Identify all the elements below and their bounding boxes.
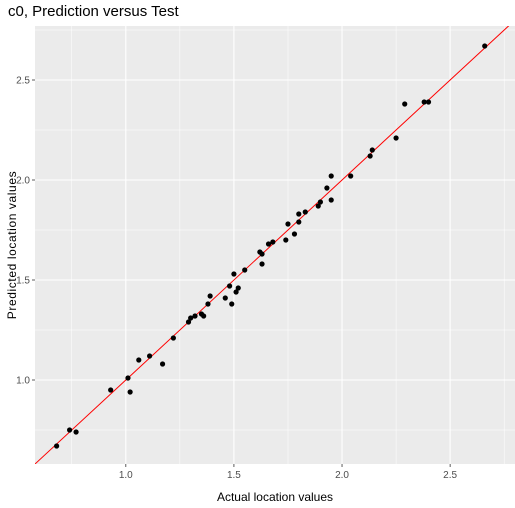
data-point	[226, 283, 233, 289]
data-point	[482, 43, 488, 49]
x-tick-label: 2.0	[335, 470, 349, 481]
data-point	[192, 313, 198, 319]
data-point	[270, 239, 276, 245]
data-point	[328, 173, 334, 179]
data-point	[265, 241, 272, 247]
data-point	[73, 429, 79, 435]
data-point	[205, 301, 211, 307]
data-point	[402, 101, 408, 107]
data-point	[259, 261, 265, 267]
plot-panel	[35, 26, 515, 464]
data-point	[317, 199, 324, 205]
data-point	[235, 285, 241, 291]
grid-lines	[35, 26, 515, 464]
y-axis-title: Predicted location values	[5, 171, 19, 319]
data-point	[136, 357, 142, 363]
data-point	[207, 293, 213, 299]
data-point	[369, 147, 375, 153]
data-point	[222, 295, 228, 301]
data-point	[201, 313, 207, 319]
x-axis-ticks: 1.0 1.5 2.0 2.5	[119, 464, 458, 481]
data-point	[125, 375, 131, 381]
data-point	[127, 389, 133, 395]
data-point	[170, 335, 176, 341]
data-point	[231, 271, 237, 277]
x-tick-label: 1.0	[119, 470, 133, 481]
data-point	[393, 135, 399, 141]
data-point	[324, 185, 330, 191]
data-point	[108, 387, 114, 393]
data-point	[159, 361, 166, 367]
data-point	[302, 209, 308, 215]
data-point	[285, 221, 291, 227]
data-point	[185, 319, 192, 325]
data-point	[425, 99, 432, 105]
y-tick-label: 2.0	[16, 176, 30, 187]
data-point	[242, 267, 248, 273]
data-point	[328, 197, 334, 203]
x-tick-label: 1.5	[227, 470, 241, 481]
data-point	[291, 231, 298, 237]
y-axis-ticks: 1.0 1.5 2.0 2.5	[16, 76, 35, 387]
data-points	[54, 43, 488, 449]
data-point	[233, 289, 239, 295]
x-axis-title: Actual location values	[217, 490, 333, 504]
data-point	[367, 153, 373, 159]
data-point	[421, 99, 427, 105]
data-point	[229, 301, 235, 307]
y-tick-label: 1.5	[16, 276, 30, 287]
data-point	[315, 203, 321, 209]
data-point	[296, 219, 302, 225]
y-tick-label: 2.5	[16, 76, 30, 87]
data-point	[348, 173, 354, 179]
data-point	[283, 237, 289, 243]
data-point	[188, 315, 194, 321]
data-point	[259, 251, 265, 257]
chart-title: c0, Prediction versus Test	[8, 3, 179, 20]
y-tick-label: 1.0	[16, 376, 30, 387]
data-point	[146, 353, 153, 359]
data-point	[66, 427, 73, 433]
x-tick-label: 2.5	[443, 470, 457, 481]
data-point	[54, 443, 60, 449]
data-point	[296, 211, 302, 217]
